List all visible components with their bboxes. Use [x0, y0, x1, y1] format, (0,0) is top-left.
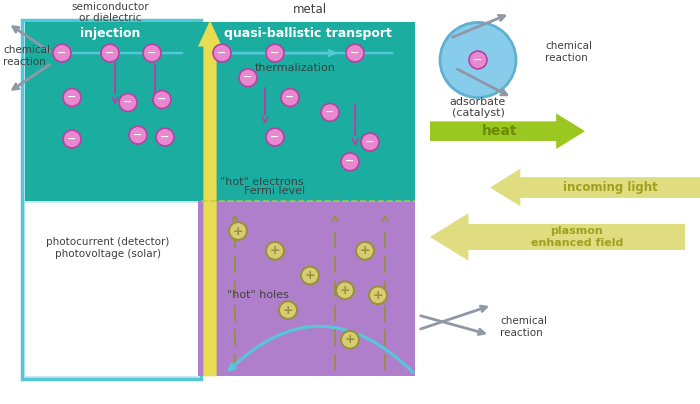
Circle shape — [341, 153, 359, 171]
Text: thermalization: thermalization — [255, 63, 335, 73]
Circle shape — [63, 88, 81, 107]
Text: −: − — [160, 132, 169, 142]
Polygon shape — [198, 23, 415, 201]
Text: chemical
reaction: chemical reaction — [545, 41, 592, 63]
Text: −: − — [365, 137, 375, 147]
Circle shape — [279, 301, 297, 319]
Circle shape — [101, 44, 119, 62]
Circle shape — [356, 242, 374, 260]
Circle shape — [153, 90, 171, 108]
Text: −: − — [57, 48, 66, 58]
Text: Fermi level: Fermi level — [244, 187, 306, 196]
Polygon shape — [430, 114, 585, 149]
Text: −: − — [147, 48, 157, 58]
Text: −: − — [345, 156, 355, 166]
Text: plasmon
enhanced field: plasmon enhanced field — [531, 226, 623, 248]
Polygon shape — [198, 201, 415, 376]
Text: +: + — [232, 225, 244, 238]
Text: −: − — [123, 97, 133, 107]
Polygon shape — [25, 203, 198, 376]
Polygon shape — [198, 21, 222, 376]
Circle shape — [213, 44, 231, 62]
Polygon shape — [25, 23, 198, 201]
Circle shape — [361, 133, 379, 151]
Text: +: + — [340, 284, 350, 297]
Text: +: + — [372, 289, 384, 302]
Text: +: + — [304, 269, 315, 282]
Text: +: + — [360, 244, 370, 257]
Circle shape — [346, 44, 364, 62]
Text: "hot" holes: "hot" holes — [227, 290, 289, 300]
Text: −: − — [286, 92, 295, 102]
Text: metal: metal — [293, 3, 327, 16]
Text: −: − — [158, 94, 167, 104]
Circle shape — [301, 267, 319, 284]
Circle shape — [469, 51, 487, 69]
Circle shape — [119, 94, 137, 112]
Circle shape — [369, 286, 387, 304]
Text: chemical
reaction: chemical reaction — [500, 316, 547, 338]
Text: semiconductor
or dielectric: semiconductor or dielectric — [71, 2, 149, 23]
Text: −: − — [473, 55, 483, 65]
Text: −: − — [270, 48, 280, 58]
Text: injection: injection — [80, 27, 140, 40]
Text: +: + — [283, 303, 293, 317]
Circle shape — [266, 242, 284, 260]
Circle shape — [239, 69, 257, 87]
FancyBboxPatch shape — [22, 21, 201, 379]
Circle shape — [281, 88, 299, 107]
Text: +: + — [270, 244, 280, 257]
Text: −: − — [67, 134, 77, 143]
Circle shape — [53, 44, 71, 62]
Text: −: − — [67, 92, 77, 102]
Text: "hot" electrons: "hot" electrons — [220, 177, 304, 187]
Text: −: − — [133, 130, 143, 140]
Text: quasi-ballistic transport: quasi-ballistic transport — [224, 27, 392, 40]
Text: −: − — [326, 107, 335, 117]
Text: −: − — [217, 48, 227, 58]
Circle shape — [229, 222, 247, 240]
Circle shape — [440, 23, 516, 97]
Circle shape — [266, 44, 284, 62]
Circle shape — [129, 126, 147, 144]
Circle shape — [266, 128, 284, 146]
Text: chemical
reaction: chemical reaction — [3, 45, 50, 67]
Text: +: + — [344, 333, 356, 346]
Text: −: − — [244, 72, 253, 82]
Text: −: − — [105, 48, 115, 58]
Text: −: − — [270, 132, 280, 142]
Circle shape — [336, 282, 354, 299]
Circle shape — [143, 44, 161, 62]
Text: −: − — [350, 48, 360, 58]
Polygon shape — [490, 169, 700, 206]
Circle shape — [321, 103, 339, 121]
Text: incoming light: incoming light — [563, 181, 657, 194]
Circle shape — [341, 331, 359, 349]
Circle shape — [63, 130, 81, 148]
Text: photocurrent (detector)
photovoltage (solar): photocurrent (detector) photovoltage (so… — [46, 237, 169, 259]
Polygon shape — [430, 213, 685, 261]
Circle shape — [156, 128, 174, 146]
Text: heat: heat — [482, 124, 517, 138]
Text: adsorbate
(catalyst): adsorbate (catalyst) — [450, 97, 506, 118]
